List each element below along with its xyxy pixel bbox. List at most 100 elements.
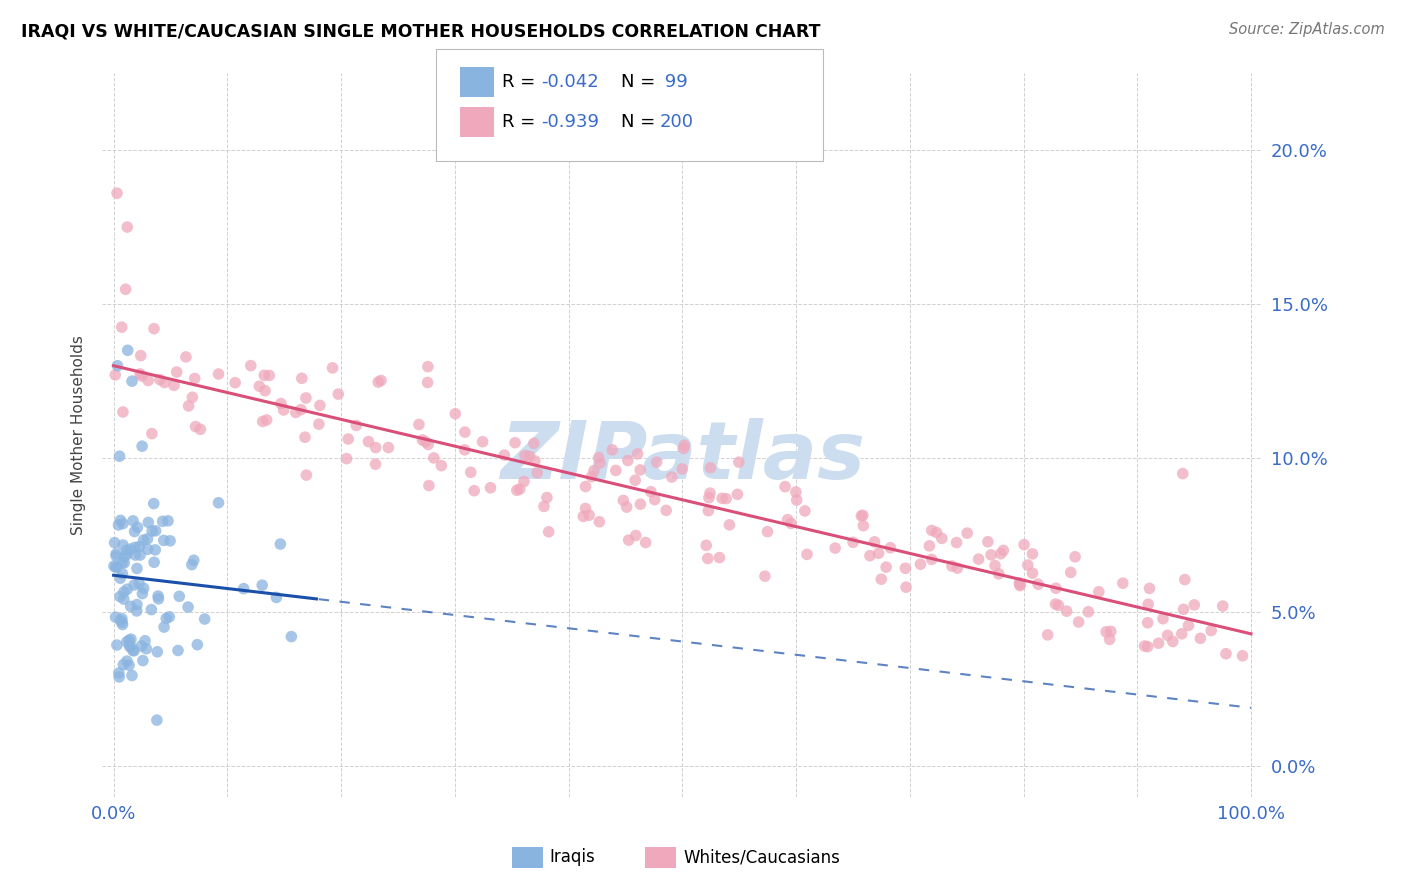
Point	[574, 480, 596, 494]
Point	[112, 585, 135, 599]
Point	[506, 483, 529, 498]
Point	[132, 581, 155, 595]
Point	[1012, 538, 1035, 552]
Point	[714, 491, 737, 506]
Point	[132, 654, 155, 668]
Point	[1021, 547, 1043, 561]
Point	[120, 599, 142, 614]
Point	[309, 399, 332, 413]
Point	[1077, 605, 1099, 619]
Point	[291, 371, 314, 385]
Point	[977, 534, 1000, 549]
Point	[894, 561, 917, 575]
Text: R =: R =	[502, 113, 541, 131]
Point	[184, 419, 207, 434]
Point	[122, 514, 145, 528]
Point	[695, 538, 717, 552]
Point	[875, 560, 897, 574]
Point	[153, 376, 176, 390]
Point	[696, 551, 718, 566]
Point	[537, 524, 560, 539]
Point	[626, 447, 648, 461]
Point	[118, 633, 141, 648]
Point	[125, 561, 148, 575]
Point	[117, 343, 139, 358]
Point	[1010, 578, 1032, 592]
Text: N =: N =	[621, 73, 661, 91]
Point	[1232, 648, 1254, 663]
Point	[612, 493, 634, 508]
Point	[503, 435, 526, 450]
Point	[108, 666, 131, 681]
Point	[128, 540, 150, 554]
Point	[925, 525, 948, 540]
Point	[1067, 615, 1090, 629]
Point	[1189, 632, 1212, 646]
Point	[125, 598, 148, 612]
Point	[1177, 618, 1199, 632]
Point	[672, 442, 695, 456]
Point	[110, 571, 132, 585]
Point	[111, 566, 134, 581]
Point	[111, 538, 134, 552]
Y-axis label: Single Mother Households: Single Mother Households	[72, 335, 86, 535]
Point	[121, 374, 143, 388]
Point	[776, 513, 799, 527]
Point	[423, 450, 446, 465]
Point	[870, 572, 893, 586]
Point	[1036, 628, 1059, 642]
Point	[918, 539, 941, 553]
Point	[699, 460, 721, 475]
Point	[111, 556, 134, 570]
Point	[879, 541, 901, 555]
Point	[107, 517, 129, 532]
Point	[295, 468, 318, 483]
Point	[110, 513, 132, 527]
Point	[640, 484, 662, 499]
Point	[357, 434, 380, 449]
Point	[169, 590, 191, 604]
Point	[859, 549, 882, 563]
Point	[141, 524, 163, 538]
Point	[155, 611, 177, 625]
Point	[103, 559, 125, 574]
Point	[129, 367, 152, 381]
Point	[156, 514, 179, 528]
Point	[124, 548, 146, 562]
Point	[111, 516, 134, 531]
Point	[1182, 598, 1205, 612]
Point	[673, 438, 696, 452]
Point	[921, 552, 943, 566]
Point	[1021, 566, 1043, 581]
Point	[408, 417, 430, 432]
Point	[115, 582, 138, 597]
Point	[600, 442, 623, 457]
Point	[136, 374, 159, 388]
Point	[415, 434, 437, 449]
Point	[124, 541, 146, 555]
Point	[824, 541, 846, 555]
Point	[628, 497, 651, 511]
Point	[308, 417, 330, 431]
Point	[718, 517, 741, 532]
Point	[967, 552, 990, 566]
Point	[108, 449, 131, 463]
Point	[121, 668, 143, 682]
Point	[910, 558, 932, 572]
Point	[107, 359, 129, 373]
Point	[108, 590, 131, 604]
Point	[533, 500, 555, 514]
Point	[1060, 566, 1083, 580]
Point	[956, 526, 979, 541]
Point	[259, 368, 281, 383]
Point	[1136, 615, 1159, 630]
Point	[364, 441, 387, 455]
Point	[1098, 632, 1121, 647]
Point	[463, 483, 485, 498]
Point	[1173, 602, 1195, 616]
Text: 99: 99	[659, 73, 688, 91]
Point	[280, 630, 302, 644]
Point	[111, 615, 134, 630]
Point	[247, 379, 270, 393]
Point	[152, 514, 174, 528]
